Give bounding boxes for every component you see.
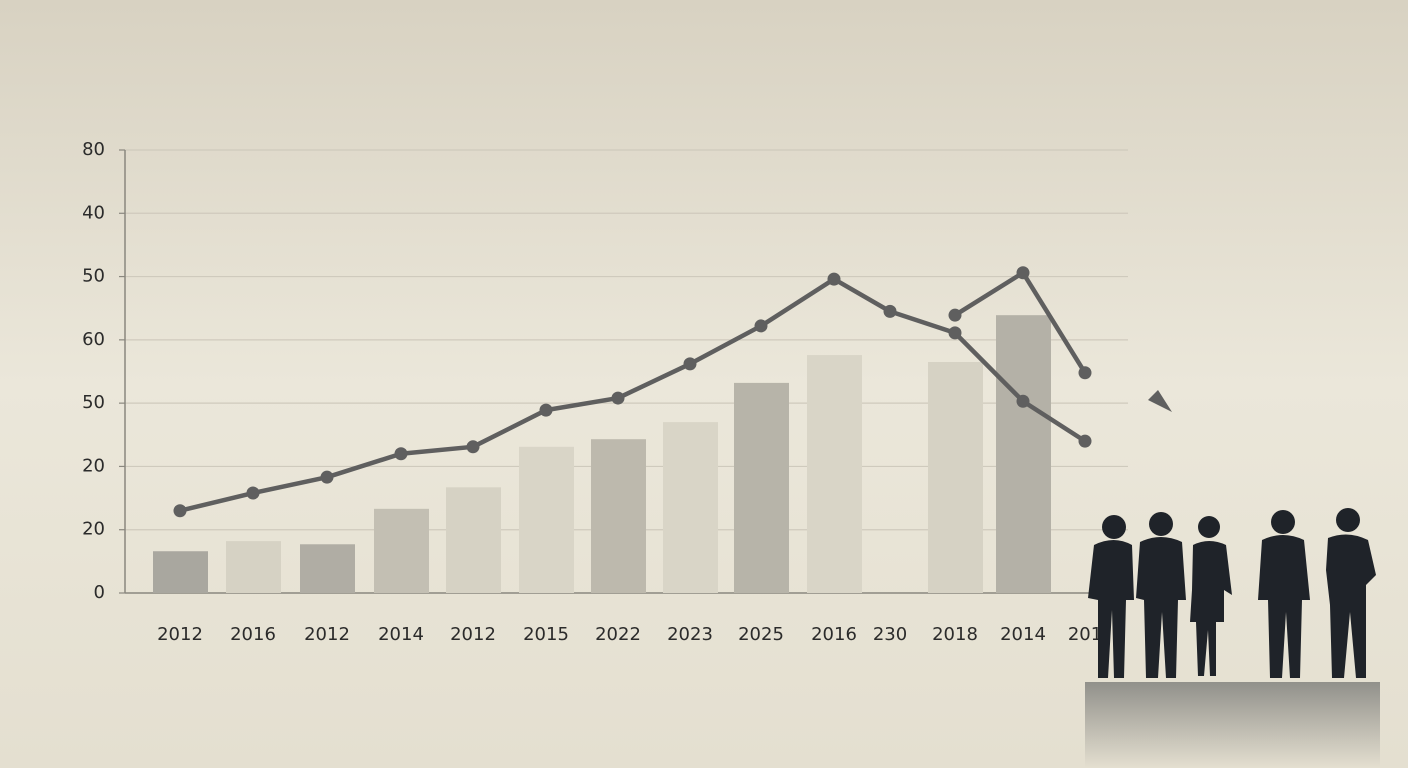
line: [177, 276, 1088, 513]
plot-area: 0 20 20 50 60 50 40 80 2012 2016 2012 2014 2012 2015 2…: [82, 139, 1172, 645]
line-marker: [539, 403, 553, 417]
line-marker: [948, 308, 962, 322]
bar: [928, 362, 983, 593]
y-tick-label: 50: [82, 392, 105, 413]
y-tick-label: 0: [94, 582, 105, 603]
person: [1258, 510, 1310, 678]
line-marker: [948, 326, 962, 340]
line-marker: [1016, 266, 1030, 280]
line-marker: [883, 304, 897, 318]
y-tick-label: 80: [82, 139, 105, 160]
bar: [663, 422, 718, 593]
line-marker: [1078, 366, 1092, 380]
arrow-head: [1148, 390, 1172, 412]
x-tick-label: 2014: [378, 624, 424, 645]
line-marker: [611, 391, 625, 405]
bar: [996, 315, 1051, 593]
y-tick-label: 40: [82, 202, 105, 223]
person: [1326, 508, 1376, 678]
x-tick-label: 201: [1068, 624, 1102, 645]
person: [1190, 516, 1232, 676]
bar: [374, 508, 429, 593]
line-marker: [320, 470, 334, 484]
bar: [226, 541, 281, 593]
line-marker: [683, 357, 697, 371]
y-tick-label: 50: [82, 266, 105, 287]
x-tick-label: 2018: [932, 624, 978, 645]
people: [1085, 508, 1380, 768]
x-tick-label: 2022: [595, 624, 641, 645]
line-marker: [1078, 434, 1092, 448]
bar: [519, 446, 574, 593]
x-tick-label: 2016: [230, 624, 276, 645]
bar: [446, 487, 501, 593]
bar: [591, 439, 646, 593]
line-marker: [1016, 394, 1030, 408]
y-tick-label: 20: [82, 519, 105, 540]
line-marker: [754, 319, 768, 333]
x-tick-label: 2015: [523, 624, 569, 645]
line-marker: [466, 440, 480, 454]
x-tick-label: 2012: [450, 624, 496, 645]
line-marker: [173, 504, 187, 518]
x-tick-label: 2012: [304, 624, 350, 645]
bar: [734, 382, 789, 593]
x-tick-label: 2025: [738, 624, 784, 645]
x-tick-label: 230: [873, 624, 907, 645]
line-marker: [394, 447, 408, 461]
x-tick-label: 2014: [1000, 624, 1046, 645]
y-tick-label: 60: [82, 329, 105, 350]
line-marker: [827, 272, 841, 286]
bar: [153, 551, 208, 593]
y-tick-label: 20: [82, 455, 105, 476]
x-tick-label: 2016: [811, 624, 857, 645]
x-tick-label: 2012: [157, 624, 203, 645]
person: [1088, 515, 1134, 678]
line-marker: [246, 486, 260, 500]
person: [1136, 512, 1186, 678]
x-tick-label: 2023: [667, 624, 713, 645]
reflection: [1085, 682, 1380, 768]
bar: [807, 355, 862, 593]
bar: [300, 544, 355, 593]
